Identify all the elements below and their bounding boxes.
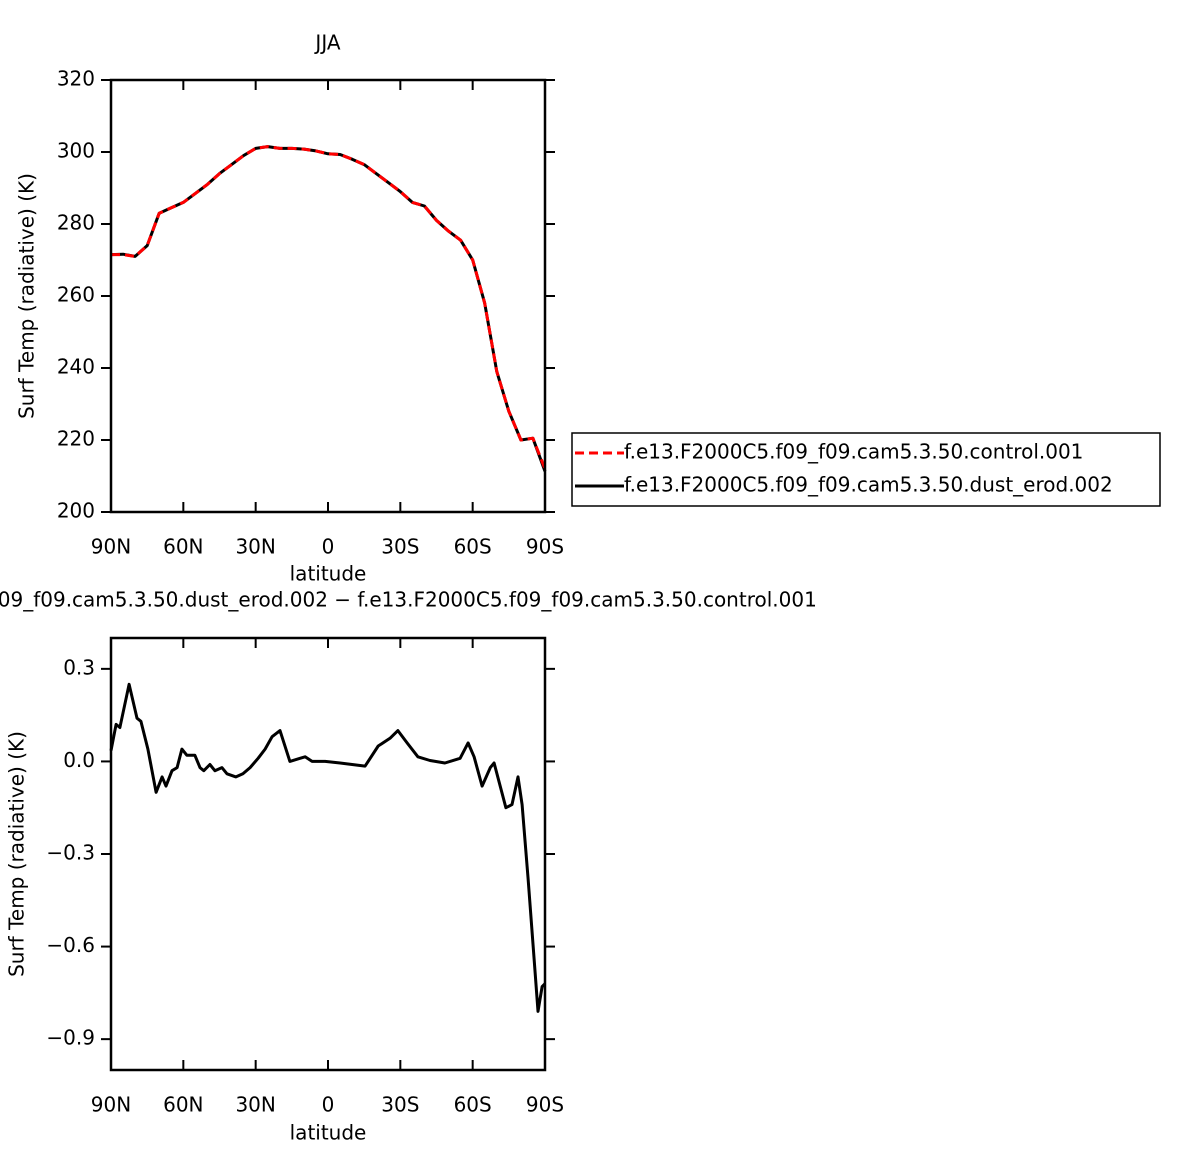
y-tick-label: 320 [57,67,95,91]
x-tick-label: 60S [454,535,492,559]
x-tick-label: 0 [322,1093,335,1117]
y-tick-label: −0.9 [46,1026,95,1050]
x-tick-label: 0 [322,535,335,559]
legend-label: f.e13.F2000C5.f09_f09.cam5.3.50.control.… [624,440,1083,464]
y-axis-label: Surf Temp (radiative) (K) [5,731,29,977]
chart-title: JJA [313,31,340,55]
x-tick-label: 30S [381,535,419,559]
chart-title: f.e13.F2000C5.f09_f09.cam5.3.50.dust_ero… [0,588,817,612]
x-tick-label: 60N [163,535,203,559]
x-axis-label: latitude [290,562,367,586]
x-tick-label: 30N [235,535,275,559]
legend-box [571,432,1161,507]
y-tick-label: −0.3 [46,841,95,865]
plot-frame [109,78,547,514]
y-tick-label: −0.6 [46,933,95,957]
x-tick-label: 90N [91,535,131,559]
x-tick-label: 30S [381,1093,419,1117]
x-axis-label: latitude [290,1121,367,1145]
data-line [110,145,547,472]
y-axis-label: Surf Temp (radiative) (K) [15,173,39,419]
y-tick-label: 300 [57,139,95,163]
y-tick-label: 220 [57,427,95,451]
legend-label: f.e13.F2000C5.f09_f09.cam5.3.50.dust_ero… [624,473,1113,497]
data-line [109,682,547,1013]
y-tick-label: 260 [57,283,95,307]
x-tick-label: 90S [526,1093,564,1117]
y-tick-label: 280 [57,211,95,235]
y-tick-label: 0.0 [63,748,95,772]
y-tick-label: 240 [57,355,95,379]
data-line [111,145,547,470]
x-tick-label: 60N [163,1093,203,1117]
y-tick-label: 0.3 [63,655,95,679]
x-tick-label: 90N [91,1093,131,1117]
x-tick-label: 90S [526,535,564,559]
y-tick-label: 200 [57,499,95,523]
x-tick-label: 60S [454,1093,492,1117]
x-tick-label: 30N [235,1093,275,1117]
plot-frame [109,636,547,1072]
